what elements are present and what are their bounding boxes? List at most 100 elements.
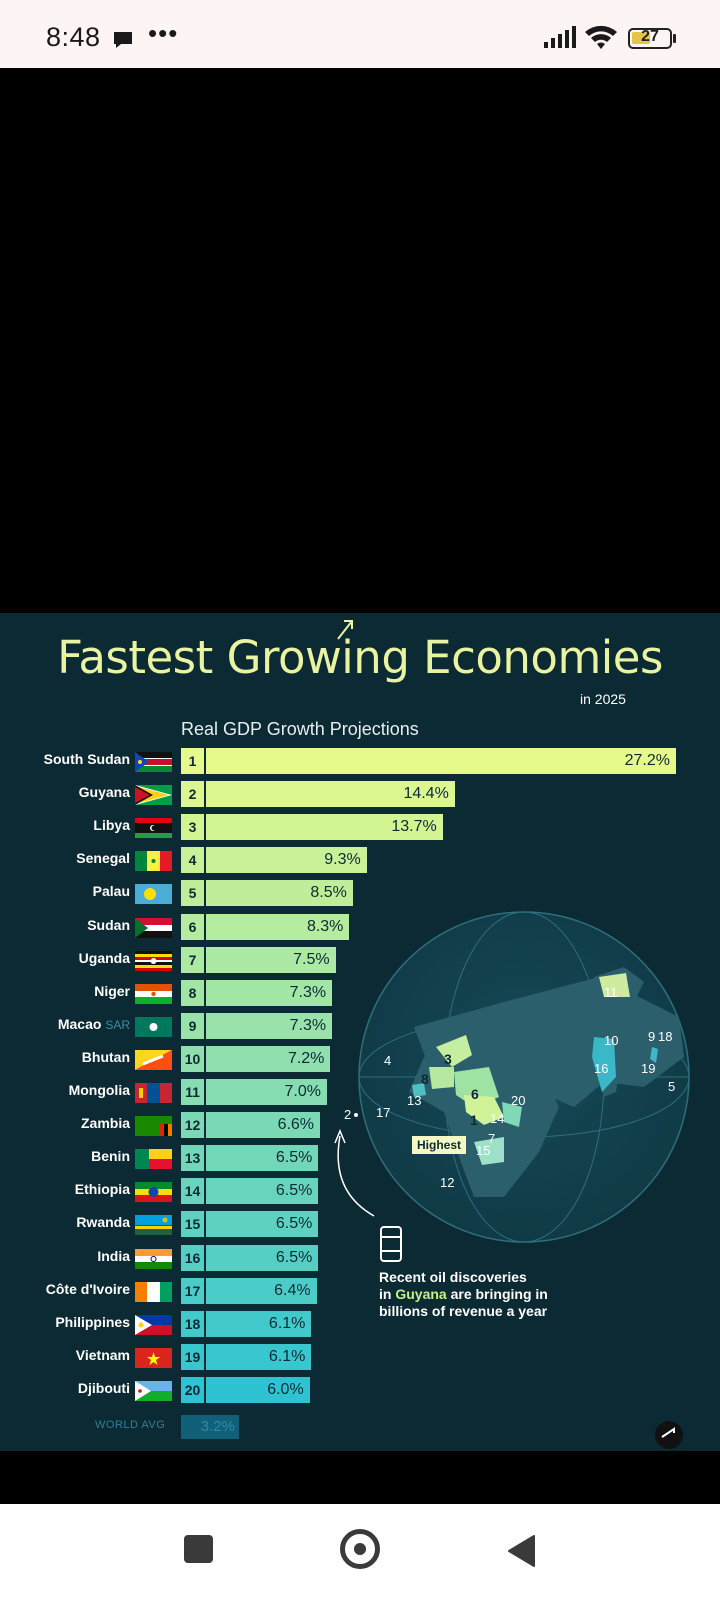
bar-value-label: 27.2%	[624, 752, 670, 769]
bar-value-label: 14.4%	[403, 785, 449, 803]
country-label: Rwanda	[76, 1214, 130, 1231]
flag-icon	[135, 1380, 172, 1401]
bar-row: Palau 5 8.5%	[0, 877, 720, 910]
svg-text:17: 17	[376, 1105, 390, 1120]
country-label: Mongolia	[68, 1082, 130, 1098]
bar-value-label: 7.3%	[289, 1016, 327, 1034]
bar	[206, 1244, 319, 1271]
bar-value-label: 8.5%	[310, 884, 347, 902]
oil-discovery-note: Recent oil discoveries in Guyana are bri…	[379, 1269, 609, 1320]
bar-row: Djibouti 20 6.0%	[0, 1374, 720, 1407]
rank-badge: 4	[181, 847, 204, 874]
bar-value-label: 6.0%	[267, 1380, 304, 1398]
oil-note-guyana: Guyana	[395, 1286, 447, 1302]
country-label: India	[97, 1247, 130, 1264]
world-average-label: WORLD AVG	[95, 1419, 166, 1431]
country-label: Senegal	[76, 850, 130, 867]
flag-icon	[135, 785, 172, 806]
world-average-bar	[181, 1415, 239, 1439]
svg-text:11: 11	[604, 985, 618, 1000]
signal-strength-icon	[544, 26, 576, 53]
bar-row: Vietnam 19 6.1%	[0, 1341, 720, 1374]
svg-text:2: 2	[344, 1107, 351, 1122]
bar	[206, 1310, 312, 1337]
back-button[interactable]	[506, 1534, 536, 1568]
bar	[206, 979, 333, 1006]
flag-icon	[135, 818, 172, 839]
more-notifications-icon: •••	[148, 18, 179, 48]
country-label: Côte d'Ivoire	[45, 1280, 130, 1297]
flag-icon	[135, 1116, 172, 1137]
oil-note-line3: billions of revenue a year	[379, 1303, 548, 1319]
bar-row: Benin 13 6.5%	[0, 1142, 720, 1175]
rank-badge: 13	[181, 1145, 204, 1172]
infographic-subtitle: in 2025	[580, 691, 626, 707]
oil-note-line2: in Guyana are bringing in	[379, 1286, 609, 1303]
globe-map: 11 10 9 18 16 19 5 4 3 8 13 17 6 20 1 14…	[358, 911, 690, 1243]
bar	[206, 1178, 319, 1205]
flag-icon	[135, 851, 172, 872]
highest-tag: Highest	[412, 1136, 467, 1154]
flag-icon	[135, 1182, 172, 1203]
svg-text:1: 1	[470, 1112, 478, 1128]
home-button[interactable]	[340, 1529, 380, 1569]
svg-text:5: 5	[668, 1079, 675, 1094]
svg-text:6: 6	[471, 1086, 479, 1102]
flag-icon	[135, 884, 172, 905]
svg-text:7: 7	[488, 1131, 495, 1146]
rank-badge: 18	[181, 1310, 204, 1337]
flag-icon	[135, 1347, 172, 1368]
recent-apps-button[interactable]	[184, 1535, 213, 1563]
rank-badge: 7	[181, 946, 204, 973]
country-label: South Sudan	[43, 751, 130, 767]
bar	[206, 1045, 331, 1072]
rank-badge: 12	[181, 1112, 204, 1139]
bar-value-label: 6.5%	[275, 1215, 313, 1233]
flag-icon	[135, 1083, 172, 1103]
bar	[206, 946, 336, 973]
country-label: Djibouti	[77, 1379, 130, 1396]
chat-notification-icon	[112, 30, 134, 55]
svg-text:9: 9	[648, 1029, 655, 1044]
bar	[206, 1112, 321, 1139]
home-button-dot	[354, 1543, 366, 1555]
bar-row: Philippines 18 6.1%	[0, 1308, 720, 1341]
bar-value-label: 13.7%	[391, 818, 437, 836]
country-label: Libya	[93, 817, 130, 834]
bar-row: Uganda 7 7.5%	[0, 944, 720, 977]
share-icon[interactable]	[654, 1419, 684, 1451]
bar	[206, 1145, 319, 1172]
flag-icon	[135, 1248, 172, 1269]
bar-row: Sudan 6 8.3%	[0, 911, 720, 944]
bar-row: Macao SAR 9 7.3%	[0, 1010, 720, 1043]
country-label: Palau	[92, 883, 130, 900]
rank-badge: 10	[181, 1045, 204, 1072]
svg-text:4: 4	[384, 1053, 391, 1068]
rank-badge: 2	[181, 781, 204, 808]
infographic-image[interactable]: Fastest Growing Economies in 2025 Real G…	[0, 613, 720, 1451]
country-label: Uganda	[78, 949, 130, 966]
country-label: Philippines	[55, 1313, 130, 1330]
battery-fill	[632, 32, 650, 44]
flag-icon	[135, 917, 172, 938]
bar-row: Rwanda 15 6.5%	[0, 1208, 720, 1241]
bar	[206, 913, 350, 940]
bar	[206, 1376, 310, 1403]
rank-badge: 11	[181, 1079, 204, 1105]
bar-value-label: 6.4%	[274, 1281, 311, 1299]
svg-text:16: 16	[594, 1061, 608, 1076]
bar-row: Senegal 4 9.3%	[0, 844, 720, 877]
bar-row: Bhutan 10 7.2%	[0, 1043, 720, 1076]
flag-icon	[135, 1049, 172, 1070]
flag-icon	[135, 752, 172, 772]
bar-row: Zambia 12 6.6%	[0, 1109, 720, 1142]
bar	[206, 1211, 319, 1238]
oil-note-line1: Recent oil discoveries	[379, 1269, 527, 1285]
bar	[206, 814, 443, 841]
guyana-pointer-arrow: 2	[334, 1107, 375, 1217]
flag-icon	[135, 1314, 172, 1335]
navigation-bar	[0, 1504, 720, 1600]
bar-row: Ethiopia 14 6.5%	[0, 1175, 720, 1208]
bar-row: South Sudan 1 27.2%	[0, 745, 720, 778]
image-viewer-background-bottom	[0, 1451, 720, 1504]
